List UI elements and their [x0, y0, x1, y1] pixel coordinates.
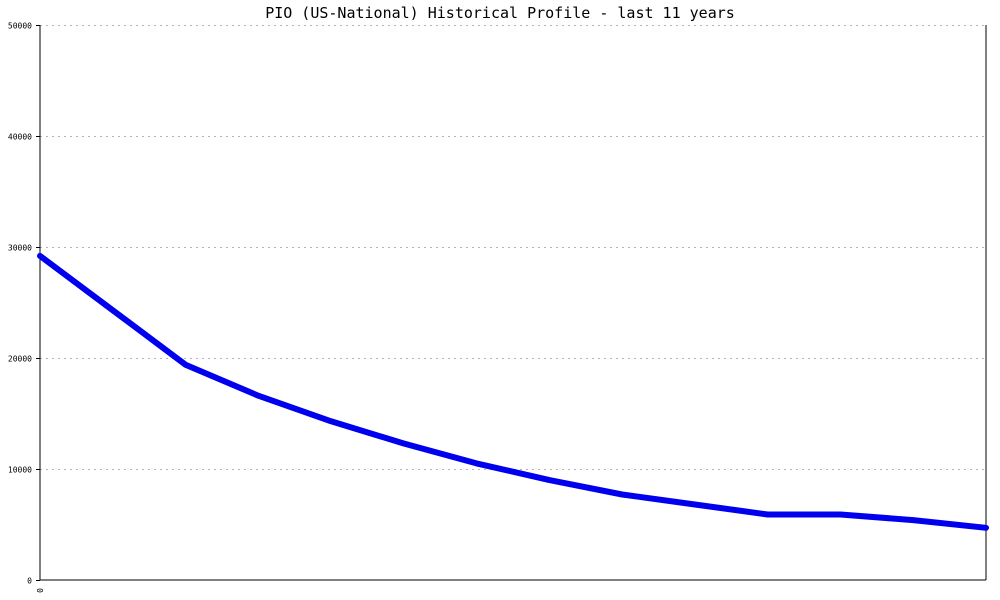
series-group — [37, 252, 989, 531]
x-axis-ticks: 0 — [36, 588, 45, 593]
axes — [39, 25, 987, 581]
y-tick-label: 10000 — [8, 466, 32, 475]
chart-title: PIO (US-National) Historical Profile - l… — [265, 4, 735, 22]
series-line — [37, 252, 989, 531]
y-axis-ticks: 0 10000 20000 30000 40000 50000 — [8, 22, 40, 586]
y-tick-label: 50000 — [8, 22, 32, 31]
grid-lines — [40, 25, 986, 470]
y-tick-label: 40000 — [8, 133, 32, 142]
x-tick-label: 0 — [36, 588, 45, 593]
y-tick-label: 20000 — [8, 355, 32, 364]
y-tick-label: 0 — [27, 577, 32, 586]
y-tick-label: 30000 — [8, 244, 32, 253]
